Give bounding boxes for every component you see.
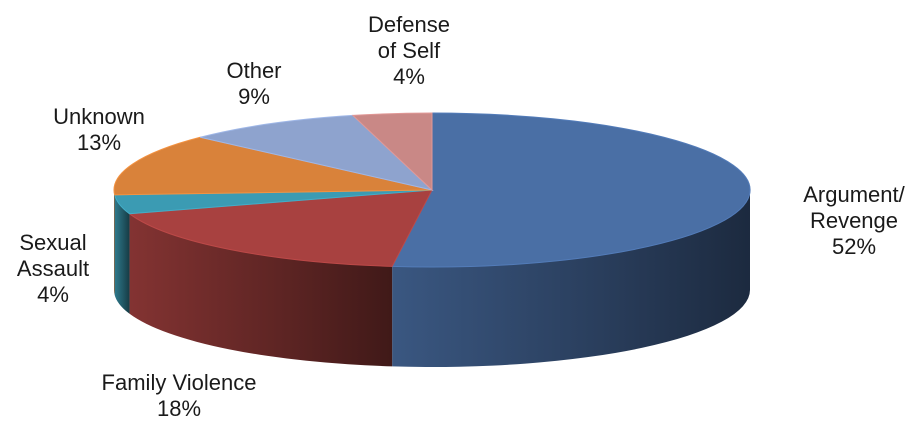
slice-defense-of-self bbox=[351, 112, 433, 192]
slice-side-argument-revenge bbox=[392, 190, 750, 367]
slice-family-violence bbox=[128, 189, 433, 267]
slice-label-sexual-assault: Sexual Assault 4% bbox=[16, 230, 90, 307]
slice-unknown bbox=[113, 136, 433, 196]
slice-argument-revenge bbox=[391, 112, 751, 268]
pie-tops bbox=[113, 112, 751, 268]
slice-side-sexual-assault bbox=[114, 194, 130, 314]
pie-sides bbox=[114, 190, 750, 367]
slice-other bbox=[200, 114, 434, 191]
slice-side-unknown bbox=[114, 190, 115, 295]
slice-label-argument-revenge: Argument/ Revenge 52% bbox=[803, 182, 905, 259]
slice-label-unknown: Unknown 13% bbox=[53, 104, 145, 155]
slice-label-family-violence: Family Violence 18% bbox=[101, 370, 257, 421]
slice-label-other: Other 9% bbox=[226, 58, 282, 109]
slice-side-family-violence bbox=[129, 213, 393, 367]
slice-label-defense-of-self: Defense of Self 4% bbox=[368, 12, 450, 89]
